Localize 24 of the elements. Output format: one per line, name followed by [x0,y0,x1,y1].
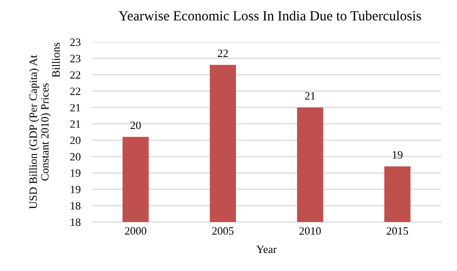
y-tick-label: 18 [70,202,80,210]
y-tick-label: 18 [70,218,80,226]
x-tick-label: 2000 [125,227,146,235]
y-tick-label: 19 [70,169,80,177]
x-tick-label: 2015 [386,227,408,235]
text: Billions [52,42,60,78]
y-tick-label: 19 [70,186,80,194]
y-axis-title: USD Billion (GDP (Per Capita) At Constant 2010) Prices [29,54,51,209]
data-label: 22 [218,50,228,57]
x-tick-label: 2010 [300,227,321,235]
y-tick-label: 21 [70,104,80,112]
data-label: 21 [305,92,316,100]
data-label: 20 [130,122,141,130]
y-tick-label: 23 [70,38,80,46]
x-tick-label: 2005 [212,227,234,235]
y-tick-label: 20 [70,153,80,161]
y-tick-label: 23 [70,54,80,62]
chart-title: Yearwise Economic Loss In India Due to Tuberculosis [118,10,421,20]
data-label: 19 [392,151,402,159]
y-tick-label: 21 [70,120,80,128]
x-axis-title: Year [256,246,277,254]
y-tick-label: 22 [70,71,80,79]
y-tick-label: 20 [70,136,80,144]
y-tick-label: 22 [70,88,80,95]
